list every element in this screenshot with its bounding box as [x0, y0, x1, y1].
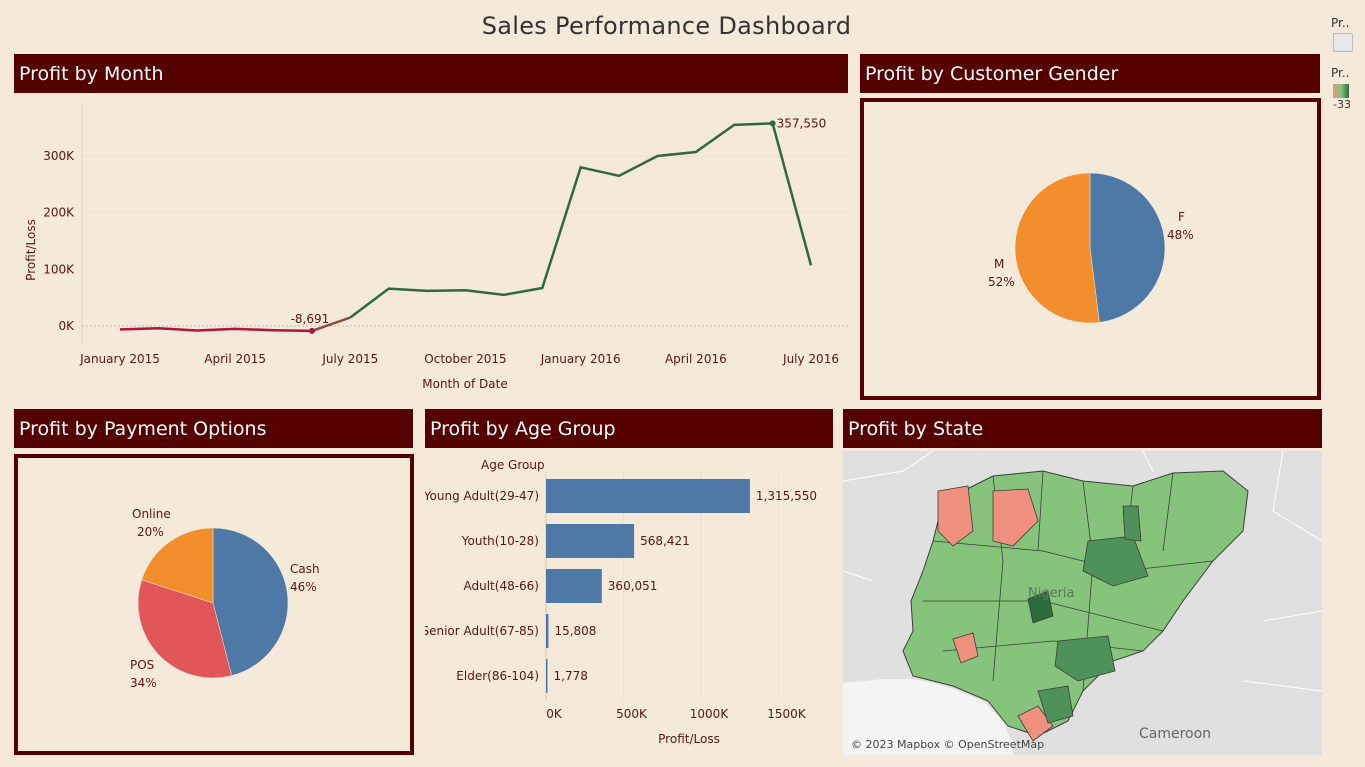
- age-bar[interactable]: [546, 524, 635, 558]
- gender-pct-m: 52%: [988, 275, 1015, 289]
- state-salmon-4: [1017, 705, 1054, 742]
- pie-slice-online[interactable]: [141, 527, 214, 604]
- legend-2[interactable]: Pr.. -33: [1331, 66, 1351, 111]
- map-label-cameroon: Cameroon: [1139, 726, 1211, 742]
- state-map[interactable]: Nigeria Cameroon: [843, 451, 1322, 755]
- month-max-point[interactable]: [769, 120, 776, 127]
- age-bar[interactable]: [546, 659, 548, 693]
- payment-pie-chart[interactable]: Cash 46% POS 34% Online 20%: [18, 458, 410, 751]
- month-line-chart[interactable]: 0K 100K 200K 300K January 2015 April 2015 Jul…: [0, 95, 860, 405]
- legend-2-value: -33: [1333, 98, 1351, 111]
- legend-1-label: Pr..: [1331, 16, 1350, 30]
- month-y-tick: 100K: [43, 262, 75, 276]
- panel-header-gender: Profit by Customer Gender: [860, 54, 1320, 93]
- month-y-tick: 300K: [43, 149, 75, 163]
- age-bar[interactable]: [546, 614, 549, 648]
- age-bar-value: 15,808: [554, 624, 596, 638]
- month-series-loss: [119, 327, 312, 333]
- gender-pie-chart[interactable]: F 48% M 52%: [864, 102, 1317, 396]
- age-bar[interactable]: [546, 479, 750, 513]
- age-x-tick: 1500K: [767, 707, 807, 721]
- age-x-tick: 1000K: [690, 707, 730, 721]
- state-dark-green-3: [1027, 590, 1054, 624]
- state-dark-green-5: [1037, 685, 1074, 724]
- month-min-point[interactable]: [308, 327, 315, 334]
- state-salmon-2: [992, 488, 1039, 547]
- legend-1[interactable]: Pr..: [1331, 16, 1353, 52]
- month-y-tick: 0K: [58, 319, 75, 333]
- state-salmon-1: [937, 485, 974, 547]
- gender-label-f: F: [1178, 210, 1185, 224]
- payment-pct-cash: 46%: [290, 580, 317, 594]
- age-x-axis-title: Profit/Loss: [658, 732, 720, 746]
- payment-label-pos: POS: [130, 658, 154, 672]
- panel-header-age: Profit by Age Group: [425, 409, 833, 448]
- pie-slice-f[interactable]: [1089, 172, 1166, 323]
- month-series-transition: [311, 316, 351, 333]
- pie-slice-m[interactable]: [1014, 172, 1100, 324]
- payment-label-online: Online: [132, 507, 171, 521]
- state-dark-green-4: [1054, 635, 1116, 682]
- map-credit: © 2023 Mapbox © OpenStreetMap: [851, 738, 1045, 751]
- age-bar-value: 360,051: [608, 579, 658, 593]
- month-x-tick: January 2016: [540, 352, 621, 366]
- map-label-nigeria: Nigeria: [1028, 586, 1075, 601]
- age-category-label: Elder(86-104): [456, 669, 539, 683]
- age-bar-value: 1,778: [554, 669, 588, 683]
- age-category-header: Age Group: [481, 458, 545, 472]
- month-x-tick: January 2015: [79, 352, 160, 366]
- age-x-tick: 500K: [616, 707, 648, 721]
- month-max-label: 357,550: [777, 116, 827, 130]
- legend-1-swatch: [1333, 33, 1353, 52]
- legend-2-gradient: [1333, 84, 1349, 98]
- month-x-tick: October 2015: [424, 352, 506, 366]
- payment-pct-online: 20%: [137, 525, 164, 539]
- pie-slice-cash[interactable]: [212, 527, 289, 676]
- age-category-label: Young Adult(29-47): [425, 489, 539, 503]
- age-category-label: Senior Adult(67-85): [425, 624, 539, 638]
- age-bar-value: 568,421: [640, 534, 690, 548]
- month-x-tick: April 2016: [665, 352, 727, 366]
- panel-header-state: Profit by State: [843, 409, 1322, 448]
- age-bar[interactable]: [546, 569, 602, 603]
- month-y-tick: 200K: [43, 206, 75, 220]
- gender-panel-frame: [860, 98, 1321, 400]
- dashboard-title: Sales Performance Dashboard: [481, 12, 852, 40]
- gender-pct-f: 48%: [1167, 228, 1194, 242]
- age-bar-value: 1,315,550: [756, 489, 817, 503]
- month-min-label: -8,691: [291, 312, 330, 326]
- panel-header-payment: Profit by Payment Options: [14, 409, 413, 448]
- month-series-profit: [349, 122, 813, 319]
- payment-label-cash: Cash: [290, 562, 320, 576]
- month-x-axis-title: Month of Date: [422, 377, 508, 391]
- payment-panel-frame: [14, 454, 414, 755]
- pie-slice-pos[interactable]: [137, 579, 232, 679]
- age-category-label: Youth(10-28): [461, 534, 539, 548]
- panel-header-month: Profit by Month: [14, 54, 848, 93]
- state-dark-green-2: [1122, 505, 1142, 542]
- payment-pct-pos: 34%: [130, 676, 157, 690]
- legend-2-label: Pr..: [1331, 66, 1350, 80]
- month-x-tick: July 2016: [782, 352, 839, 366]
- age-x-tick: 0K: [546, 707, 563, 721]
- age-bar-chart[interactable]: Age Group Young Adult(29-47) 1,315,550 You…: [425, 450, 833, 750]
- age-category-label: Adult(48-66): [464, 579, 540, 593]
- state-salmon-3: [952, 632, 979, 664]
- month-x-tick: April 2015: [204, 352, 266, 366]
- gender-label-m: M: [994, 257, 1004, 271]
- month-x-tick: July 2015: [321, 352, 378, 366]
- month-y-axis-title: Profit/Loss: [24, 219, 38, 281]
